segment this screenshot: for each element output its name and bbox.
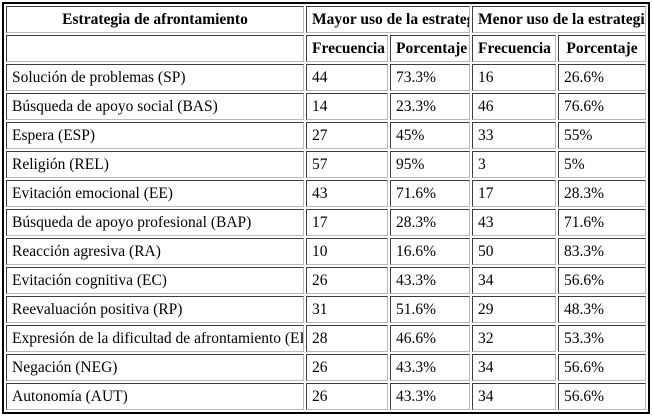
strategy-cell: Expresión de la dificultad de afrontamie…	[6, 325, 304, 352]
strategy-cell: Reacción agresiva (RA)	[6, 238, 304, 265]
table-row: Negación (NEG) 26 43.3% 34 56.6%	[6, 354, 646, 381]
menor-frecuencia-cell: 34	[472, 354, 556, 381]
mayor-frecuencia-cell: 28	[306, 325, 388, 352]
mayor-porcentaje-cell: 46.6%	[390, 325, 470, 352]
column-header-menor-frecuencia: Frecuencia	[472, 35, 556, 62]
menor-porcentaje-cell: 48.3%	[558, 296, 646, 323]
header-row-groups: Estrategia de afrontamiento Mayor uso de…	[6, 6, 646, 33]
menor-frecuencia-cell: 3	[472, 151, 556, 178]
mayor-frecuencia-cell: 10	[306, 238, 388, 265]
strategy-cell: Evitación emocional (EE)	[6, 180, 304, 207]
table-row: Reacción agresiva (RA) 10 16.6% 50 83.3%	[6, 238, 646, 265]
menor-porcentaje-cell: 56.6%	[558, 267, 646, 294]
menor-frecuencia-cell: 34	[472, 383, 556, 410]
menor-porcentaje-cell: 5%	[558, 151, 646, 178]
mayor-porcentaje-cell: 73.3%	[390, 64, 470, 91]
mayor-porcentaje-cell: 23.3%	[390, 93, 470, 120]
menor-frecuencia-cell: 34	[472, 267, 556, 294]
strategy-cell: Autonomía (AUT)	[6, 383, 304, 410]
coping-strategies-table: Estrategia de afrontamiento Mayor uso de…	[2, 2, 650, 414]
mayor-porcentaje-cell: 16.6%	[390, 238, 470, 265]
mayor-frecuencia-cell: 43	[306, 180, 388, 207]
menor-porcentaje-cell: 76.6%	[558, 93, 646, 120]
menor-frecuencia-cell: 32	[472, 325, 556, 352]
menor-porcentaje-cell: 55%	[558, 122, 646, 149]
table-row: Reevaluación positiva (RP) 31 51.6% 29 4…	[6, 296, 646, 323]
column-group-mayor-uso: Mayor uso de la estrategia	[306, 6, 470, 33]
header-row-sub: Frecuencia Porcentaje Frecuencia Porcent…	[6, 35, 646, 62]
strategy-cell: Espera (ESP)	[6, 122, 304, 149]
mayor-frecuencia-cell: 44	[306, 64, 388, 91]
column-group-menor-uso: Menor uso de la estrategia	[472, 6, 646, 33]
mayor-frecuencia-cell: 27	[306, 122, 388, 149]
column-header-menor-porcentaje: Porcentaje	[558, 35, 646, 62]
mayor-porcentaje-cell: 28.3%	[390, 209, 470, 236]
strategy-cell: Evitación cognitiva (EC)	[6, 267, 304, 294]
strategy-cell: Negación (NEG)	[6, 354, 304, 381]
mayor-frecuencia-cell: 26	[306, 267, 388, 294]
menor-porcentaje-cell: 28.3%	[558, 180, 646, 207]
strategy-cell: Religión (REL)	[6, 151, 304, 178]
table-row: Solución de problemas (SP) 44 73.3% 16 2…	[6, 64, 646, 91]
mayor-porcentaje-cell: 95%	[390, 151, 470, 178]
menor-frecuencia-cell: 46	[472, 93, 556, 120]
mayor-porcentaje-cell: 43.3%	[390, 267, 470, 294]
mayor-frecuencia-cell: 26	[306, 383, 388, 410]
table-row: Expresión de la dificultad de afrontamie…	[6, 325, 646, 352]
menor-porcentaje-cell: 26.6%	[558, 64, 646, 91]
mayor-frecuencia-cell: 26	[306, 354, 388, 381]
menor-frecuencia-cell: 33	[472, 122, 556, 149]
empty-header-cell	[6, 35, 304, 62]
menor-frecuencia-cell: 50	[472, 238, 556, 265]
mayor-frecuencia-cell: 17	[306, 209, 388, 236]
mayor-frecuencia-cell: 31	[306, 296, 388, 323]
mayor-porcentaje-cell: 45%	[390, 122, 470, 149]
mayor-porcentaje-cell: 43.3%	[390, 383, 470, 410]
menor-porcentaje-cell: 83.3%	[558, 238, 646, 265]
menor-porcentaje-cell: 71.6%	[558, 209, 646, 236]
column-header-mayor-porcentaje: Porcentaje	[390, 35, 470, 62]
menor-frecuencia-cell: 43	[472, 209, 556, 236]
column-header-strategy: Estrategia de afrontamiento	[6, 6, 304, 33]
strategy-cell: Solución de problemas (SP)	[6, 64, 304, 91]
table-row: Autonomía (AUT) 26 43.3% 34 56.6%	[6, 383, 646, 410]
table-row: Búsqueda de apoyo profesional (BAP) 17 2…	[6, 209, 646, 236]
menor-frecuencia-cell: 16	[472, 64, 556, 91]
menor-porcentaje-cell: 53.3%	[558, 325, 646, 352]
table-row: Evitación cognitiva (EC) 26 43.3% 34 56.…	[6, 267, 646, 294]
strategy-cell: Búsqueda de apoyo social (BAS)	[6, 93, 304, 120]
table-row: Búsqueda de apoyo social (BAS) 14 23.3% …	[6, 93, 646, 120]
table-row: Religión (REL) 57 95% 3 5%	[6, 151, 646, 178]
mayor-frecuencia-cell: 57	[306, 151, 388, 178]
strategy-cell: Búsqueda de apoyo profesional (BAP)	[6, 209, 304, 236]
table-row: Espera (ESP) 27 45% 33 55%	[6, 122, 646, 149]
menor-porcentaje-cell: 56.6%	[558, 354, 646, 381]
menor-frecuencia-cell: 17	[472, 180, 556, 207]
mayor-porcentaje-cell: 51.6%	[390, 296, 470, 323]
column-header-mayor-frecuencia: Frecuencia	[306, 35, 388, 62]
mayor-porcentaje-cell: 43.3%	[390, 354, 470, 381]
mayor-porcentaje-cell: 71.6%	[390, 180, 470, 207]
menor-porcentaje-cell: 56.6%	[558, 383, 646, 410]
table-row: Evitación emocional (EE) 43 71.6% 17 28.…	[6, 180, 646, 207]
menor-frecuencia-cell: 29	[472, 296, 556, 323]
mayor-frecuencia-cell: 14	[306, 93, 388, 120]
strategy-cell: Reevaluación positiva (RP)	[6, 296, 304, 323]
